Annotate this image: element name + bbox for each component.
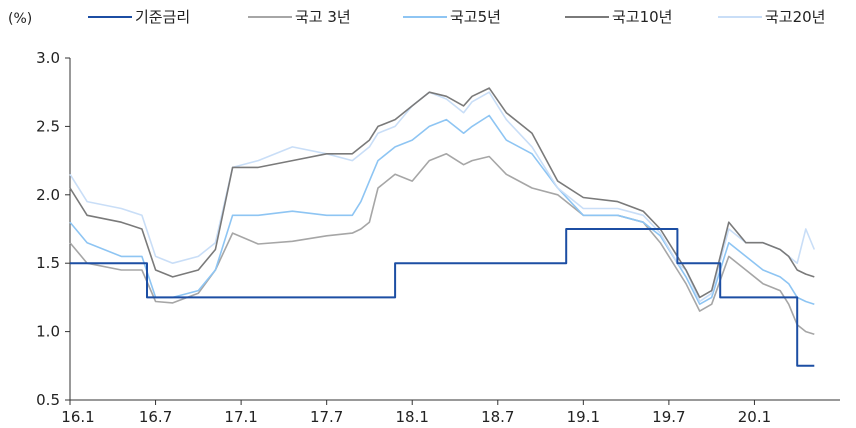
series-line-3 — [69, 87, 815, 299]
legend-item: 기준금리 — [88, 8, 190, 26]
x-tick-label: 16.7 — [139, 408, 172, 426]
series-line-1 — [69, 153, 815, 336]
axes: 0.5 1.0 1.5 2.0 2.5 3.0 16.1 16.7 17.1 17.7 18.1 18… — [36, 49, 840, 426]
series-line-0 — [70, 228, 815, 367]
x-tick-label: 17.7 — [310, 408, 343, 426]
y-tick-label: 0.5 — [36, 391, 60, 409]
legend-label: 국고 3년 — [295, 8, 351, 26]
y-tick-label: 2.0 — [36, 186, 60, 204]
x-tick-label: 20.1 — [738, 408, 771, 426]
legend-item: 국고10년 — [565, 8, 673, 26]
x-tick-label: 18.1 — [396, 408, 429, 426]
series-line-2 — [69, 114, 815, 305]
y-tick-label: 2.5 — [36, 117, 60, 135]
legend-item: 국고 3년 — [248, 8, 351, 26]
legend: 기준금리 국고 3년 국고5년 국고10년 국고20년 — [88, 8, 826, 26]
legend-label: 기준금리 — [135, 8, 190, 26]
legend-item: 국고5년 — [403, 8, 501, 26]
x-tick-label: 19.7 — [652, 408, 685, 426]
x-tick-label: 16.1 — [61, 408, 94, 426]
legend-label: 국고10년 — [612, 8, 673, 26]
legend-label: 국고20년 — [765, 8, 826, 26]
legend-item: 국고20년 — [718, 8, 826, 26]
series-layer — [69, 87, 816, 367]
y-tick-label: 3.0 — [36, 49, 60, 67]
x-tick-label: 19.1 — [567, 408, 600, 426]
y-tick-label: 1.5 — [36, 254, 60, 272]
series-line-4 — [69, 91, 816, 303]
unit-label: (%) — [8, 11, 32, 27]
x-tick-label: 17.1 — [224, 408, 257, 426]
legend-label: 국고5년 — [450, 8, 501, 26]
x-tick-label: 18.7 — [481, 408, 514, 426]
y-tick-label: 1.0 — [36, 323, 60, 341]
